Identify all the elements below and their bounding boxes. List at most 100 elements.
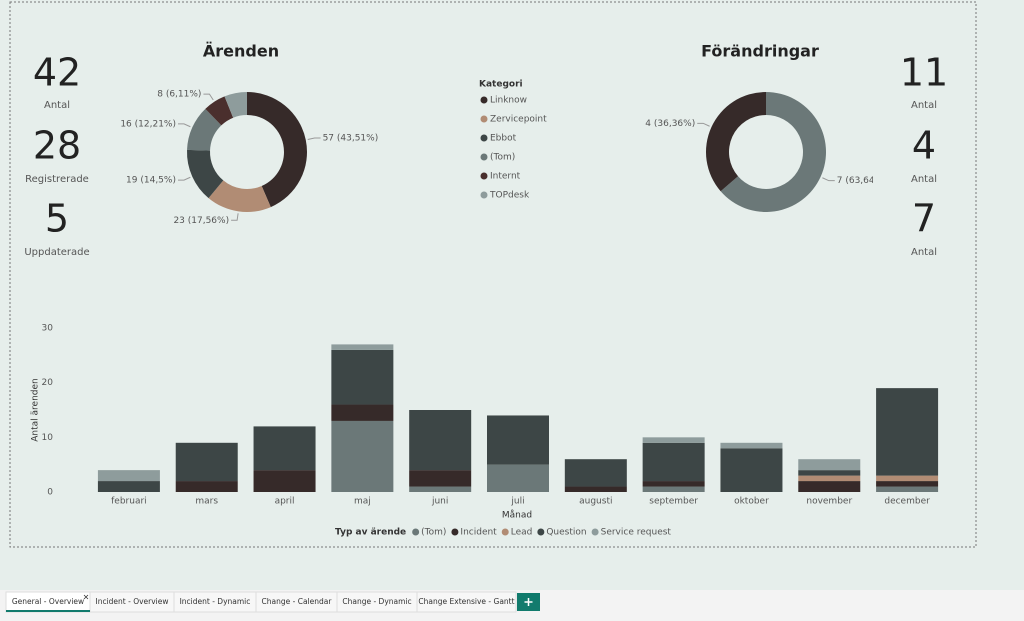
legend-marker (480, 191, 488, 199)
x-tick-label: juli (510, 497, 524, 507)
kpi-label: Antal (911, 100, 937, 111)
bar-segment (642, 442, 705, 482)
legend-marker (480, 134, 488, 142)
x-tick-label: september (649, 497, 698, 507)
bar-segment (253, 426, 316, 471)
bar-segment (642, 486, 705, 492)
chart-title: Förändringar (701, 42, 819, 61)
legend-item: Zervicepoint (490, 115, 547, 125)
legend-item: Service request (601, 528, 672, 538)
legend-item: (Tom) (490, 153, 515, 163)
data-label: 7 (63,64%) (837, 176, 887, 186)
legend-item: Incident (460, 528, 497, 538)
data-label: 8 (6,11%) (157, 90, 201, 100)
legend-title: Kategori (479, 80, 523, 90)
legend-item: Question (546, 528, 586, 538)
y-tick-label: 10 (42, 433, 54, 443)
leader-line (231, 213, 239, 221)
donut-slice (706, 92, 766, 192)
donut-slice (720, 92, 826, 212)
legend-marker (591, 528, 599, 536)
kpi-value: 42 (33, 51, 81, 95)
kpi-value: 4 (912, 124, 936, 168)
bar-segment (642, 437, 705, 443)
kpi-label: Antal (44, 100, 70, 111)
tab-label[interactable]: Change - Dynamic (342, 597, 411, 606)
y-axis-title: Antal ärenden (31, 378, 41, 441)
data-label: 16 (12,21%) (120, 119, 176, 129)
bar-segment (876, 481, 939, 487)
kpi-label: Antal (911, 174, 937, 185)
bar-segment (97, 481, 160, 492)
bar-segment (409, 486, 472, 492)
tab[interactable] (416, 591, 517, 613)
bar-segment (487, 464, 549, 492)
legend-marker (480, 96, 488, 104)
bar-segment (642, 481, 705, 487)
legend-marker (480, 153, 488, 161)
bar-segment (876, 388, 939, 476)
bar-segment (876, 475, 939, 482)
donut-slice (187, 149, 224, 199)
leader-line (307, 137, 321, 140)
kpi-label: Registrerade (25, 174, 89, 185)
donut-slice (205, 96, 234, 126)
tab-label[interactable]: Change - Calendar (262, 597, 333, 606)
chart-title: Ärenden (203, 42, 279, 61)
bar-segment (564, 486, 627, 492)
x-axis-title: Månad (502, 510, 532, 521)
x-tick-label: oktober (734, 497, 769, 507)
bar-segment (798, 470, 861, 476)
legend-item: Lead (511, 528, 533, 538)
tab-label[interactable]: Change Extensive - Gantt (418, 597, 514, 606)
legend-item: Linknow (490, 96, 527, 106)
x-tick-label: mars (195, 497, 218, 507)
kpi-value: 7 (912, 197, 936, 241)
leader-line (697, 122, 710, 127)
bar-segment (487, 415, 549, 465)
bar-segment (720, 442, 783, 449)
bar-segment (331, 420, 394, 492)
x-tick-label: maj (354, 497, 371, 507)
close-icon[interactable] (83, 594, 89, 600)
y-tick-label: 0 (47, 488, 53, 498)
legend-item: Ebbot (490, 134, 517, 144)
bar-segment (409, 470, 472, 487)
legend-title: Typ av ärende (335, 528, 406, 538)
x-tick-label: februari (111, 497, 147, 507)
leader-line (177, 176, 191, 181)
kpi-value: 5 (45, 197, 69, 241)
y-tick-label: 30 (42, 324, 54, 334)
tab-label[interactable]: General - Overview (12, 597, 84, 606)
donut-slice (247, 92, 308, 208)
bar-segment (798, 481, 861, 492)
tab-label[interactable]: Incident - Overview (95, 597, 168, 606)
legend-item: Internt (490, 172, 521, 182)
bar-segment (175, 442, 238, 482)
data-label: 4 (36,36%) (645, 119, 695, 129)
x-tick-label: december (884, 497, 930, 507)
data-label: 23 (17,56%) (173, 216, 229, 226)
donut-slice (187, 108, 222, 151)
bar-segment (798, 459, 861, 471)
data-label: 19 (14,5%) (126, 176, 176, 186)
donut-slice (208, 180, 271, 213)
visual-border (9, 1, 977, 548)
tab-label[interactable]: Incident - Dynamic (180, 597, 251, 606)
legend-marker (451, 528, 459, 536)
bar-segment (175, 481, 238, 492)
leader-line (177, 123, 191, 128)
x-tick-label: april (275, 497, 295, 507)
donut-slice (224, 92, 247, 118)
legend-marker (480, 172, 488, 180)
legend-marker (501, 528, 509, 536)
x-tick-label: juni (431, 497, 448, 507)
legend-marker (412, 528, 420, 536)
bar-segment (798, 475, 861, 482)
leader-line (203, 93, 214, 101)
bar-segment (564, 459, 627, 487)
x-tick-label: augusti (579, 497, 612, 507)
donut-2-group: 7 (63,64%) 4 (36,36%) (645, 92, 887, 212)
